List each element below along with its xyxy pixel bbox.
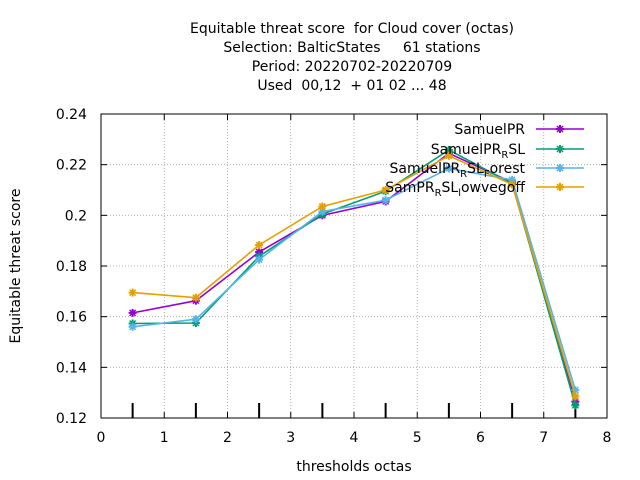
marker-d2 bbox=[318, 208, 326, 216]
legend-item-4: SamPRRSLlowvegoff bbox=[385, 180, 584, 199]
data-point bbox=[255, 240, 264, 249]
data-point bbox=[444, 151, 453, 160]
y-tick-label: 0.22 bbox=[56, 158, 87, 174]
x-tick-label: 6 bbox=[476, 430, 485, 446]
marker-d2 bbox=[255, 256, 263, 264]
legend-swatch-marker bbox=[556, 125, 564, 133]
series-line-3 bbox=[132, 167, 577, 391]
x-tick-label: 8 bbox=[603, 430, 612, 446]
marker-d2 bbox=[382, 196, 390, 204]
data-point bbox=[128, 322, 137, 331]
series-4 bbox=[128, 151, 580, 401]
data-point bbox=[444, 164, 453, 173]
legend-label: SamPRRSLlowvegoff bbox=[385, 180, 525, 199]
marker-d2 bbox=[129, 309, 137, 317]
series-line-4 bbox=[132, 154, 577, 397]
data-point bbox=[381, 196, 390, 205]
marker-d2 bbox=[445, 164, 453, 172]
marker-d2 bbox=[192, 294, 200, 302]
data-point bbox=[508, 180, 517, 189]
y-tick-label: 0.18 bbox=[56, 259, 87, 275]
x-tick-labels: 0 1 2 3 4 5 6 7 8 bbox=[97, 430, 612, 446]
marker-d2 bbox=[129, 289, 137, 297]
data-point bbox=[128, 288, 137, 297]
y-tick-labels: 0.12 0.14 0.16 0.18 0.2 0.22 0.24 bbox=[56, 107, 87, 427]
title-line-4: Used 00,12 + 01 02 ... 48 bbox=[257, 78, 446, 94]
marker-d2 bbox=[382, 186, 390, 194]
data-point bbox=[318, 202, 327, 211]
data-point bbox=[191, 315, 200, 324]
data-point bbox=[571, 401, 580, 410]
data-point bbox=[191, 293, 200, 302]
marker-d2 bbox=[445, 152, 453, 160]
data-point bbox=[255, 255, 264, 264]
marker-d2 bbox=[129, 323, 137, 331]
grid bbox=[101, 114, 607, 418]
bottom-tick-marks bbox=[131, 403, 577, 418]
marker-d2 bbox=[556, 125, 564, 133]
marker-d2 bbox=[445, 146, 453, 154]
series-lines bbox=[128, 145, 580, 410]
y-tick-label: 0.16 bbox=[56, 310, 87, 326]
legend-item-1: SamuelPR bbox=[454, 122, 584, 138]
marker-d2 bbox=[508, 180, 516, 188]
data-point bbox=[571, 392, 580, 401]
data-point bbox=[128, 308, 137, 317]
marker-d2 bbox=[556, 145, 564, 153]
y-tick-label: 0.14 bbox=[56, 360, 87, 376]
marker-d2 bbox=[255, 241, 263, 249]
x-tick-label: 4 bbox=[350, 430, 359, 446]
legend-item-2: SamuelPRRSL bbox=[431, 142, 584, 161]
x-tick-label: 3 bbox=[286, 430, 295, 446]
legend-label: SamuelPRRSLForest bbox=[390, 161, 526, 180]
y-tick-label: 0.12 bbox=[56, 411, 87, 427]
marker-d2 bbox=[556, 164, 564, 172]
legend-label: SamuelPR bbox=[454, 122, 525, 138]
data-point bbox=[444, 145, 453, 154]
title-line-2: Selection: BalticStates 61 stations bbox=[223, 40, 480, 56]
marker-d2 bbox=[318, 202, 326, 210]
legend-swatch-marker bbox=[556, 164, 564, 172]
title-line-3: Period: 20220702-20220709 bbox=[252, 59, 452, 75]
y-axis-label: Equitable threat score bbox=[8, 189, 24, 344]
legend-item-3: SamuelPRRSLForest bbox=[390, 161, 584, 180]
marker-d2 bbox=[192, 315, 200, 323]
marker-d2 bbox=[571, 392, 579, 400]
x-tick-label: 1 bbox=[160, 430, 169, 446]
y-tick-label: 0.2 bbox=[65, 208, 87, 224]
legend: SamuelPR SamuelPRRSLSamuelPRRSLForestSamP… bbox=[385, 122, 584, 199]
x-tick-label: 0 bbox=[97, 430, 106, 446]
chart-title: Equitable threat score for Cloud cover (… bbox=[190, 21, 514, 94]
data-point bbox=[381, 186, 390, 194]
title-line-1: Equitable threat score for Cloud cover (… bbox=[190, 21, 514, 37]
legend-label: SamuelPRRSL bbox=[431, 142, 525, 161]
marker-d2 bbox=[556, 183, 564, 191]
x-axis-label: thresholds octas bbox=[296, 459, 411, 475]
x-tick-label: 2 bbox=[223, 430, 232, 446]
x-tick-label: 7 bbox=[539, 430, 548, 446]
marker-d2 bbox=[571, 401, 579, 409]
y-tick-label: 0.24 bbox=[56, 107, 87, 123]
axis-ticks bbox=[100, 113, 608, 419]
legend-swatch-marker bbox=[556, 183, 564, 191]
legend-swatch-marker bbox=[556, 145, 564, 153]
x-tick-label: 5 bbox=[413, 430, 422, 446]
